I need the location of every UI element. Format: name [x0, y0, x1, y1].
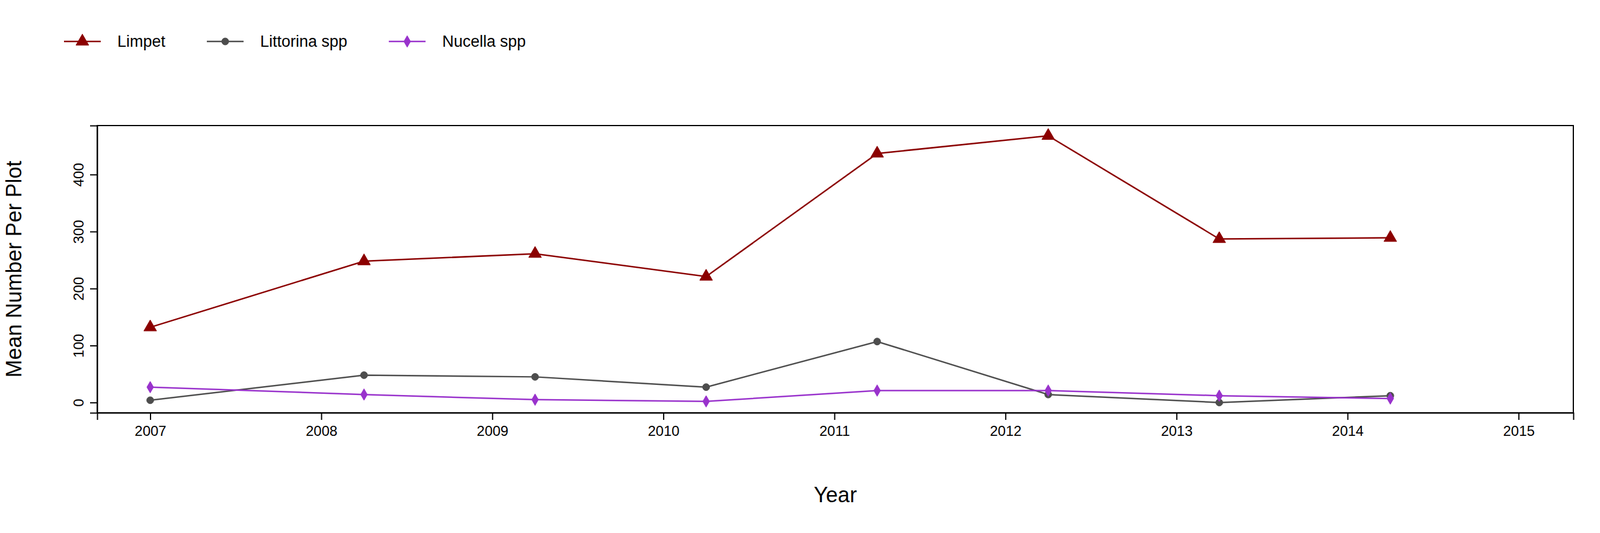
y-tick-label: 300	[70, 219, 87, 244]
x-tick-mark	[834, 413, 836, 421]
x-tick: 2010	[647, 413, 680, 440]
y-axis: 0 100 200 300 400	[70, 126, 98, 414]
y-tick-mark	[90, 288, 98, 290]
x-tick-label: 2010	[647, 423, 680, 440]
series-marker	[146, 381, 154, 394]
x-tick-label: 2009	[477, 423, 509, 440]
series-marker	[1383, 230, 1397, 242]
series-marker	[357, 254, 371, 266]
y-tick: 300	[70, 219, 98, 244]
plot-area	[144, 128, 1397, 408]
legend-label: Limpet	[117, 32, 166, 51]
legend-marker	[404, 35, 411, 48]
series-marker	[531, 373, 539, 381]
x-tick-mark	[1346, 413, 1349, 421]
y-tick: 100	[70, 334, 98, 358]
series-marker	[874, 385, 881, 398]
x-tick: 2013	[1160, 413, 1193, 440]
x-tick: 2015	[1502, 413, 1535, 440]
y-tick: 400	[70, 162, 98, 187]
y-tick-label: 100	[70, 334, 87, 358]
series-marker	[1041, 128, 1055, 140]
y-tick-label: 200	[70, 277, 87, 302]
series-marker	[528, 246, 542, 258]
legend-label: Littorina spp	[260, 32, 348, 51]
x-tick-mark	[491, 413, 494, 421]
series-marker	[1213, 231, 1226, 243]
x-axis-title: Year	[813, 482, 857, 508]
x-tick-label: 2014	[1332, 423, 1364, 440]
legend-label: Nucella spp	[442, 32, 526, 51]
series-marker	[146, 397, 155, 405]
x-tick: 2009	[477, 413, 509, 440]
y-axis-title: Mean Number Per Plot	[1, 160, 27, 378]
series-marker	[702, 395, 710, 408]
y-tick-label: 0	[70, 398, 87, 407]
y-tick: 200	[70, 277, 98, 302]
series-marker	[531, 394, 539, 406]
x-tick-mark	[149, 413, 152, 421]
legend: Limpet Littorina spp Nucella spp	[64, 32, 526, 51]
series-line	[149, 135, 1391, 328]
y-axis-line	[90, 126, 98, 414]
series-marker	[144, 320, 157, 332]
x-tick: 2007	[134, 413, 166, 440]
legend-item: Nucella spp	[388, 32, 526, 51]
series-marker	[1216, 389, 1223, 402]
y-tick-mark	[90, 231, 98, 233]
x-tick: 2014	[1332, 413, 1364, 440]
y-tick-label: 400	[70, 162, 87, 187]
series-marker	[1387, 392, 1394, 405]
x-tick-label: 2011	[819, 423, 851, 440]
x-tick-mark	[663, 413, 665, 421]
legend-marker	[221, 37, 229, 46]
series-marker	[702, 384, 710, 392]
x-axis-line	[97, 413, 1574, 421]
y-tick-mark	[90, 345, 98, 347]
x-tick-label: 2013	[1160, 423, 1193, 440]
x-tick: 2008	[305, 413, 338, 440]
x-tick: 2011	[819, 413, 851, 440]
legend-marker	[75, 34, 89, 46]
x-tick-mark	[1176, 413, 1178, 421]
series-line	[149, 341, 1391, 403]
legend-item: Limpet	[64, 32, 166, 51]
x-tick-label: 2007	[134, 423, 166, 440]
y-tick-mark	[90, 402, 98, 404]
series-line	[149, 387, 1391, 402]
series-marker	[873, 338, 881, 346]
y-tick: 0	[70, 398, 98, 407]
plot-frame	[97, 125, 1574, 414]
series-marker	[360, 388, 368, 401]
series-marker	[360, 372, 368, 380]
series-marker	[699, 269, 713, 281]
x-tick: 2012	[990, 413, 1022, 440]
x-axis: 2007 2008 2009 2010 2011 2012 2013 2014 2015	[97, 413, 1574, 440]
series-marker	[1044, 385, 1052, 398]
x-tick-label: 2012	[990, 423, 1022, 440]
chart: 2007 2008 2009 2010 2011 2012 2013 2014 2015 0 100…	[0, 0, 1600, 533]
y-tick-mark	[90, 174, 98, 176]
x-tick-label: 2008	[305, 423, 338, 440]
x-tick-mark	[321, 413, 323, 421]
legend-item: Littorina spp	[206, 32, 348, 51]
x-tick-mark	[1518, 413, 1520, 421]
x-tick-mark	[1005, 413, 1007, 421]
series-marker	[870, 146, 883, 158]
x-tick-label: 2015	[1502, 423, 1535, 440]
